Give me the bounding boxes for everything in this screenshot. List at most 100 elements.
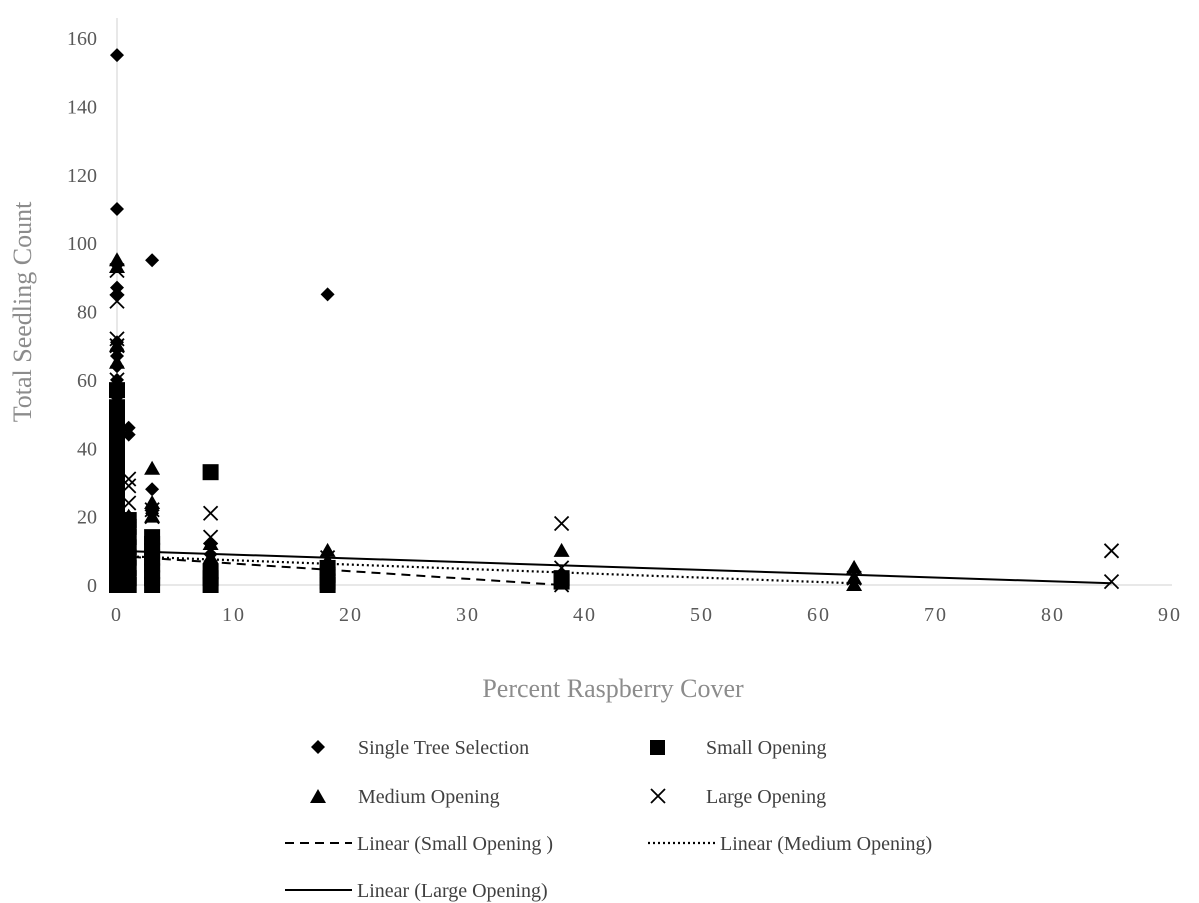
x-axis-title: Percent Raspberry Cover [482,674,744,703]
data-points [109,48,1120,593]
point-diamond [121,427,136,442]
point-triangle [319,553,336,568]
legend-label-linear-medium-opening: Linear (Medium Opening) [720,833,932,855]
point-diamond [110,201,124,216]
point-triangle [109,354,125,369]
point-x [109,502,125,518]
legend-label-medium-opening: Medium Opening [358,786,500,808]
point-triangle [109,259,125,274]
point-x [121,522,137,538]
point-x [1103,543,1120,559]
y-tick-label: 120 [67,165,97,187]
x-tick-label: 0 [111,604,123,626]
point-triangle [846,559,863,574]
point-triangle [202,549,219,564]
legend-label-small-opening: Small Opening [706,737,827,759]
point-x [109,474,125,491]
point-x [121,478,137,494]
legend-label-single-tree-selection: Single Tree Selection [358,737,529,759]
point-x [553,560,570,576]
x-tick-label: 10 [222,604,246,626]
point-x [202,505,219,521]
y-tick-label: 40 [77,438,97,460]
point-x [109,372,125,388]
point-x [121,495,137,511]
point-x [109,536,125,552]
x-tick-label: 50 [690,604,714,626]
point-triangle [109,433,125,448]
y-tick-label: 0 [87,575,97,597]
point-x [121,543,137,559]
legend-item-linear-small-opening: Linear (Small Opening ) [285,833,553,855]
point-x [553,515,570,532]
y-tick-label: 20 [77,507,97,529]
legend-square-marker [650,740,665,755]
x-axis-ticks: 0 10 20 30 40 50 60 70 80 90 [111,604,1182,626]
legend-diamond-marker [311,740,325,754]
point-triangle [109,525,125,540]
trendline-dashed [116,554,562,586]
point-x [109,262,125,279]
point-triangle [846,577,863,591]
point-triangle [144,559,161,574]
point-diamond [320,287,335,302]
legend-item-linear-medium-opening: Linear (Medium Opening) [648,833,932,855]
point-triangle [109,406,125,421]
x-tick-label: 20 [339,604,363,626]
point-x [109,331,125,347]
legend: Single Tree Selection Small Opening Medi… [285,737,932,902]
x-tick-label: 40 [573,604,597,626]
y-tick-label: 80 [77,302,97,324]
point-x [144,550,160,566]
point-triangle [553,542,570,557]
legend-label-linear-small-opening: Linear (Small Opening ) [357,833,553,855]
point-square [202,464,219,481]
point-x [144,502,160,518]
point-square [109,382,125,399]
trendlines [116,549,1112,586]
point-triangle [144,460,161,475]
point-triangle [120,508,137,523]
x-tick-label: 60 [807,604,831,626]
point-diamond [145,253,160,268]
point-x [109,423,125,439]
point-x [846,570,862,586]
point-triangle [109,457,125,472]
legend-label-large-opening: Large Opening [706,786,826,808]
point-square [144,577,161,593]
y-tick-label: 60 [77,370,97,392]
trendline-solid [116,549,1112,585]
y-axis-ticks: 0 20 40 60 80 100 120 140 160 [67,28,97,597]
x-tick-label: 70 [924,604,948,626]
point-x [144,508,160,525]
point-x [553,577,570,593]
point-x [109,563,125,579]
point-square [202,577,219,593]
x-tick-label: 30 [456,604,480,626]
point-x [109,550,125,566]
point-diamond [145,482,160,497]
x-tick-label: 80 [1041,604,1065,626]
point-x [109,293,125,309]
point-x [1103,573,1120,590]
legend-item-linear-large-opening: Linear (Large Opening) [285,880,548,902]
legend-item-medium-opening: Medium Opening [310,786,500,808]
point-triangle [553,566,570,581]
point-triangle [202,535,219,550]
legend-label-linear-large-opening: Linear (Large Opening) [357,880,548,902]
point-x [121,471,137,487]
legend-item-small-opening: Small Opening [650,737,827,759]
point-triangle [109,491,125,506]
point-x [109,447,125,463]
point-x [109,338,125,354]
plot-area [115,18,1172,587]
legend-item-large-opening: Large Opening [650,786,826,808]
y-tick-label: 140 [67,96,97,118]
legend-x-marker [650,788,666,804]
point-x [109,515,125,532]
legend-triangle-marker [310,789,326,803]
point-diamond [110,48,124,63]
x-tick-label: 90 [1158,604,1182,626]
point-triangle [120,556,137,571]
